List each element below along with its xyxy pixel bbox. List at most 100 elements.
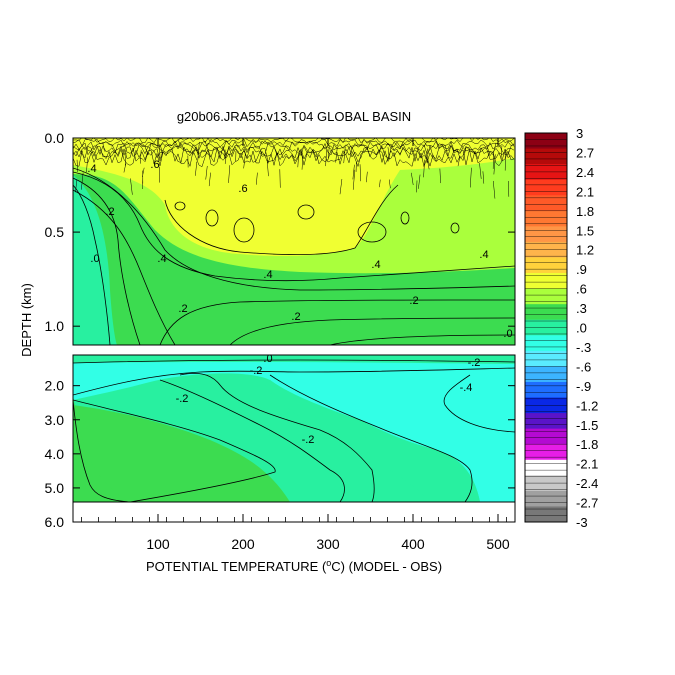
colorbar-swatch xyxy=(525,164,567,181)
surface-streak xyxy=(224,152,227,164)
contour-label: .4 xyxy=(87,163,96,175)
surface-streak xyxy=(426,158,430,170)
contour-label: .2 xyxy=(409,295,418,307)
contour-line xyxy=(329,334,515,345)
contour-line xyxy=(73,367,515,396)
surface-contour xyxy=(73,138,515,144)
contour-patch xyxy=(400,211,410,225)
colorbar-label: 1.2 xyxy=(576,243,594,258)
surface-streak xyxy=(297,153,300,168)
surface-streak xyxy=(266,160,269,177)
surface-streak xyxy=(387,147,390,160)
contour-line xyxy=(73,177,141,345)
contour-label: .0 xyxy=(503,328,512,340)
y-tick-label: 1.0 xyxy=(45,318,65,334)
surface-streak xyxy=(159,144,161,159)
colorbar-label: 2.7 xyxy=(576,145,594,160)
surface-streak xyxy=(328,145,330,158)
colorbar-label: -3 xyxy=(576,515,588,530)
contour-line xyxy=(73,167,515,291)
colorbar-swatch xyxy=(525,506,567,523)
x-axis-label: POTENTIAL TEMPERATURE (oC) (MODEL - OBS) xyxy=(146,558,442,574)
colorbar-swatch xyxy=(525,241,567,258)
colorbar-label: 3 xyxy=(576,126,583,141)
contour-label: .4 xyxy=(157,253,166,265)
surface-contour xyxy=(73,146,515,164)
colorbar-swatch xyxy=(525,319,567,336)
colorbar-frame xyxy=(524,132,568,523)
contour-label: -.2 xyxy=(302,434,315,446)
contour-patch xyxy=(233,217,255,243)
colorbar-swatch xyxy=(525,475,567,492)
surface-streak xyxy=(243,154,246,169)
surface-streak xyxy=(439,168,441,184)
contour-label: -.2 xyxy=(250,365,263,377)
surface-streak xyxy=(208,172,211,187)
colorbar: 3 2.7 2.4 2.1 1.8 1.5 1.2 .9 .6 .3 .0 -.3 -.6 -.9 -1.2… xyxy=(524,126,598,530)
colorbar-label: .9 xyxy=(576,262,587,277)
surface-streak xyxy=(359,164,361,182)
colorbar-swatch xyxy=(525,179,567,196)
y-tick-label: 5.0 xyxy=(45,480,65,496)
contour-line xyxy=(73,171,515,282)
surface-streak xyxy=(81,172,84,190)
colorbar-swatch xyxy=(525,459,567,476)
colorbar-swatch xyxy=(525,366,567,383)
contour-line xyxy=(229,317,515,345)
x-tick-label: 100 xyxy=(146,536,170,552)
contour-line xyxy=(73,399,131,502)
y-axis-upper: 0.0 0.5 1.0 xyxy=(45,130,515,334)
colorbar-label: -.6 xyxy=(576,359,591,374)
y-tick-label: 0.0 xyxy=(45,130,65,146)
y-axis-label: DEPTH (km) xyxy=(19,283,34,357)
colorbar-swatch xyxy=(525,257,567,274)
lower-panel: .0-.2-.2-.2-.2-.4 xyxy=(72,354,516,503)
contour-line xyxy=(73,184,111,345)
contour-label: .2 xyxy=(178,303,187,315)
x-axis-label-part: POTENTIAL TEMPERATURE ( xyxy=(146,559,327,574)
lower-deep-region xyxy=(73,395,130,502)
upper-panel-frame xyxy=(72,137,516,346)
contour-label: .4 xyxy=(479,249,488,261)
colorbar-label: .0 xyxy=(576,321,587,336)
colorbar-swatch xyxy=(525,210,567,227)
surface-streak xyxy=(197,141,200,161)
upper-contour-labels: .6 .6 .4 .2 .0 .4 .4 .4 .4 .2 .2 .2 .0 xyxy=(87,159,512,340)
contour-line xyxy=(159,379,345,502)
contour-line xyxy=(269,374,473,502)
colorbar-swatch xyxy=(525,133,567,150)
lower-cool-region xyxy=(265,380,480,502)
surface-streak xyxy=(493,154,496,175)
colorbar-label: -2.7 xyxy=(576,496,598,511)
colorbar-swatch xyxy=(525,273,567,290)
colorbar-label: .3 xyxy=(576,301,587,316)
surface-streak xyxy=(352,169,356,190)
upper-contours xyxy=(73,167,515,345)
contour-label: -.4 xyxy=(460,382,473,394)
surface-streak xyxy=(123,163,127,173)
x-tick-label: 400 xyxy=(401,536,425,552)
colorbar-swatch xyxy=(525,490,567,507)
colorbar-label: 1.8 xyxy=(576,204,594,219)
lower-contour-labels: .0-.2-.2-.2-.2-.4 xyxy=(176,355,481,446)
contour-line xyxy=(73,399,276,502)
colorbar-swatch xyxy=(525,148,567,165)
contour-line xyxy=(159,299,515,345)
colorbar-label: -2.4 xyxy=(576,476,598,491)
contour-label: .6 xyxy=(150,159,159,171)
surface-streak xyxy=(335,147,338,163)
lower-green-region xyxy=(73,405,290,502)
colorbar-swatch xyxy=(525,381,567,399)
y-tick-label: 0.5 xyxy=(45,224,65,240)
surface-streak xyxy=(418,174,421,189)
contour-label: .4 xyxy=(371,259,380,271)
surface-streak xyxy=(352,164,355,180)
y-tick-label: 2.0 xyxy=(45,378,65,394)
x-tick-label: 500 xyxy=(486,536,510,552)
x-tick-label: 200 xyxy=(231,536,255,552)
x-axis: 100 200 300 400 500 xyxy=(81,138,510,552)
surface-streak xyxy=(411,172,414,186)
colorbar-label: -1.8 xyxy=(576,437,598,452)
colorbar-label: -.9 xyxy=(576,379,591,394)
contour-label: -.2 xyxy=(468,357,481,369)
